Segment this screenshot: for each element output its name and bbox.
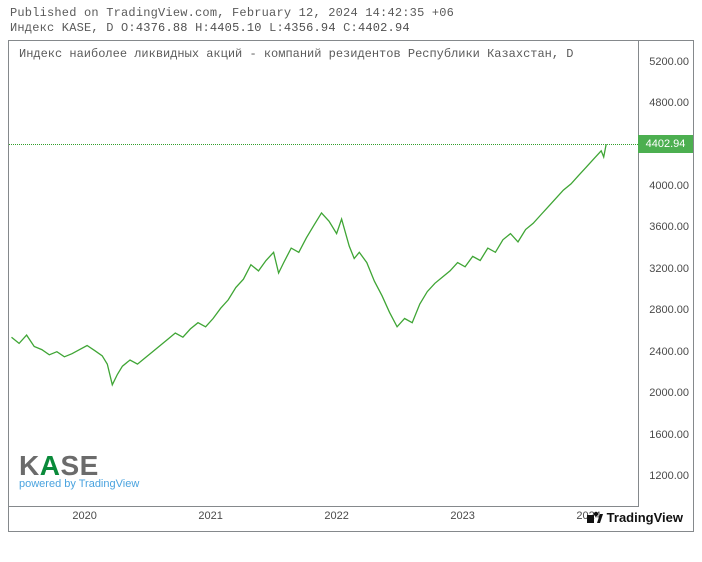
tradingview-icon (587, 511, 603, 524)
y-tick: 2000.00 (649, 387, 689, 399)
kase-a: A (40, 450, 61, 481)
chart-frame: Индекс наиболее ликвидных акций - компан… (8, 40, 694, 532)
ohlc-c-label: C: (343, 21, 358, 35)
x-tick: 2023 (450, 510, 474, 522)
y-tick: 3600.00 (649, 221, 689, 233)
published-line: Published on TradingView.com, February 1… (10, 6, 692, 21)
kase-k: K (19, 450, 40, 481)
x-tick: 2020 (72, 510, 96, 522)
ohlc-c: 4402.94 (358, 21, 410, 35)
kase-se: SE (60, 450, 98, 481)
ohlc-line: Индекс KASE, D O:4376.88 H:4405.10 L:435… (10, 21, 692, 36)
last-price-badge: 4402.94 (638, 135, 693, 153)
y-tick: 2400.00 (649, 346, 689, 358)
kase-logo-text: KASE (19, 452, 139, 480)
ohlc-o-label: O: (121, 21, 136, 35)
y-tick: 1200.00 (649, 470, 689, 482)
y-tick: 4000.00 (649, 180, 689, 192)
ohlc-l-label: L: (269, 21, 284, 35)
price-line (9, 41, 639, 507)
x-axis: 20202021202220232024 (9, 506, 639, 531)
y-axis: 1200.00 1600.00 2000.00 2400.00 2800.00 3200.… (638, 41, 693, 507)
header: Published on TradingView.com, February 1… (0, 0, 702, 38)
tradingview-brand: TradingView (607, 510, 683, 525)
x-tick: 2022 (324, 510, 348, 522)
x-tick: 2021 (198, 510, 222, 522)
y-tick: 3200.00 (649, 263, 689, 275)
last-price-value: 4402.94 (646, 138, 686, 150)
kase-logo: KASE powered by TradingView (19, 452, 139, 490)
y-tick: 1600.00 (649, 429, 689, 441)
ohlc-o: 4376.88 (136, 21, 188, 35)
tradingview-footer: TradingView (587, 510, 683, 525)
ohlc-h-label: H: (195, 21, 210, 35)
chart-title: Индекс наиболее ликвидных акций - компан… (19, 47, 574, 61)
last-price-line (9, 144, 638, 145)
y-tick: 5200.00 (649, 56, 689, 68)
ohlc-h: 4405.10 (210, 21, 262, 35)
plot-area[interactable]: Индекс наиболее ликвидных акций - компан… (9, 41, 639, 507)
powered-by: powered by TradingView (19, 478, 139, 490)
symbol-prefix: Индекс KASE, D (10, 21, 114, 35)
y-tick: 4800.00 (649, 97, 689, 109)
y-tick: 2800.00 (649, 304, 689, 316)
ohlc-l: 4356.94 (284, 21, 336, 35)
